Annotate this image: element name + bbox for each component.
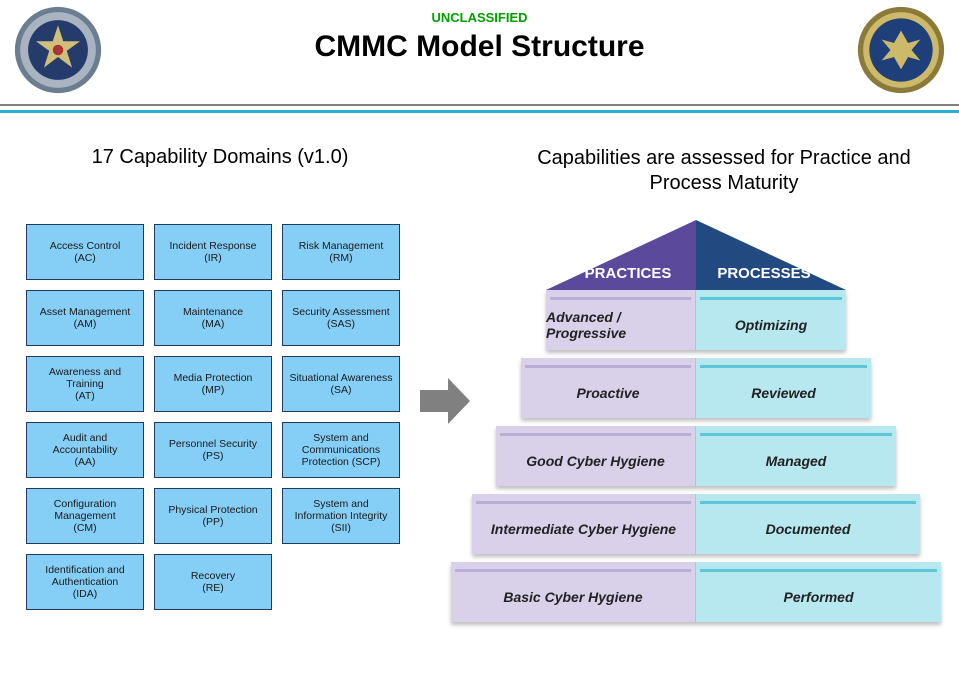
domain-code: (MA) [202,318,225,330]
practice-label: Advanced / Progressive [546,309,695,341]
domain-code: (AT) [75,390,95,402]
domain-name: Configuration Management [31,498,139,522]
left-heading: 17 Capability Domains (v1.0) [30,146,410,169]
domain-name: Media Protection [174,372,253,384]
process-cell: Managed [696,426,896,486]
domain-box: Situational Awareness(SA) [282,356,400,412]
domain-name: Identification and Authentication [31,564,139,588]
domain-name: Asset Management [40,306,130,318]
domain-name: Situational Awareness [289,372,392,384]
domain-code: (SAS) [327,318,355,330]
domain-code: (AC) [74,252,96,264]
pyramid-header: PRACTICES PROCESSES [546,220,846,290]
process-label: Managed [766,453,827,469]
practice-cell: Proactive [521,358,696,418]
practice-cell: Intermediate Cyber Hygiene [472,494,696,554]
pyramid-step: Advanced / Progressive Optimizing [546,290,846,350]
header: UNCLASSIFIED CMMC Model Structure [0,0,959,110]
pyramid-step: Proactive Reviewed [521,358,871,418]
pyramid-step: Basic Cyber Hygiene Performed [451,562,941,622]
header-left-label: PRACTICES [585,265,672,282]
domain-code: (AM) [74,318,97,330]
domain-box: Security Assessment(SAS) [282,290,400,346]
domain-code: (IR) [204,252,222,264]
process-cell: Optimizing [696,290,846,350]
practice-label: Intermediate Cyber Hygiene [491,521,676,537]
process-label: Documented [766,521,851,537]
practice-label: Good Cyber Hygiene [526,453,664,469]
practice-cell: Good Cyber Hygiene [496,426,696,486]
domain-code: (MP) [202,384,225,396]
practice-cell: Advanced / Progressive [546,290,696,350]
domain-name: Recovery [191,570,235,582]
practice-label: Basic Cyber Hygiene [503,589,642,605]
domain-box: Audit and Accountability(AA) [26,422,144,478]
header-rule [0,104,959,114]
domain-code: (RE) [202,582,224,594]
practice-label: Proactive [576,385,639,401]
domain-name: Physical Protection [168,504,257,516]
domain-box: Access Control(AC) [26,224,144,280]
domain-box: Awareness and Training(AT) [26,356,144,412]
process-cell: Documented [696,494,920,554]
domain-box: Incident Response(IR) [154,224,272,280]
domain-code: (AA) [75,456,96,468]
domain-box: Identification and Authentication(IDA) [26,554,144,610]
domain-name: Awareness and Training [31,366,139,390]
domain-code: (PS) [203,450,224,462]
pyramid-step: Good Cyber Hygiene Managed [496,426,896,486]
domain-box: Configuration Management(CM) [26,488,144,544]
domain-code: (CM) [73,522,96,534]
process-label: Optimizing [735,317,807,333]
pyramid-diagram: PRACTICES PROCESSES Level 5Advanced / Pr… [451,220,941,640]
domain-box: Risk Management(RM) [282,224,400,280]
domain-box: Maintenance(MA) [154,290,272,346]
domain-box: Personnel Security(PS) [154,422,272,478]
domain-box: Asset Management(AM) [26,290,144,346]
process-label: Reviewed [751,385,816,401]
domain-box: Physical Protection(PP) [154,488,272,544]
domain-grid: Access Control(AC)Incident Response(IR)R… [26,224,404,610]
domain-name: System and Communications Protection (SC… [287,432,395,468]
domain-name: Personnel Security [169,438,257,450]
domain-code: (SA) [331,384,352,396]
right-heading: Capabilities are assessed for Practice a… [509,146,939,196]
process-label: Performed [783,589,853,605]
domain-box: System and Information Integrity (SII) [282,488,400,544]
domain-code: (IDA) [73,588,98,600]
domain-name: System and Information Integrity (SII) [287,498,395,534]
domain-name: Access Control [50,240,121,252]
pyramid-step: Intermediate Cyber Hygiene Documented [472,494,920,554]
domain-code: (RM) [329,252,352,264]
classification-label: UNCLASSIFIED [0,10,959,25]
domain-box: Media Protection(MP) [154,356,272,412]
domain-box: Recovery(RE) [154,554,272,610]
process-cell: Performed [696,562,941,622]
domain-name: Incident Response [170,240,257,252]
domain-name: Security Assessment [292,306,389,318]
content: 17 Capability Domains (v1.0) Capabilitie… [0,128,959,687]
page-title: CMMC Model Structure [0,30,959,64]
process-cell: Reviewed [696,358,871,418]
domain-code: (PP) [203,516,224,528]
domain-name: Risk Management [299,240,384,252]
domain-box: System and Communications Protection (SC… [282,422,400,478]
practice-cell: Basic Cyber Hygiene [451,562,696,622]
domain-name: Audit and Accountability [31,432,139,456]
header-right-label: PROCESSES [717,265,810,282]
domain-name: Maintenance [183,306,243,318]
